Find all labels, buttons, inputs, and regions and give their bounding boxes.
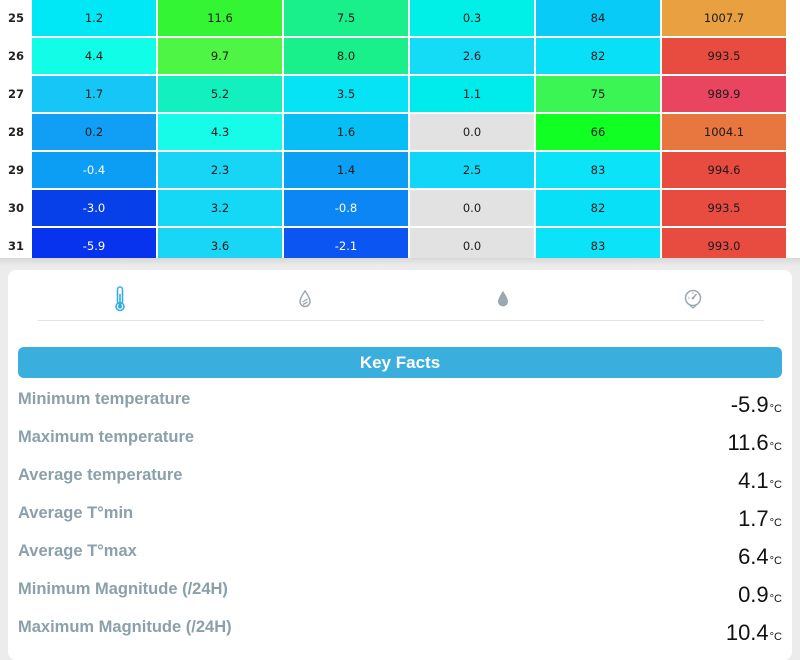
day-number: 25 — [0, 0, 32, 38]
fact-value: 1.7°C — [738, 506, 782, 532]
fact-unit: °C — [769, 517, 782, 529]
table-row: 30 -3.0 3.2 -0.8 0.0 82 993.5 — [0, 188, 788, 228]
table-cell: 8.0 — [282, 36, 410, 76]
fact-number: -5.9 — [730, 392, 769, 417]
fact-label: Average T°max — [18, 542, 137, 560]
tab-precipitation[interactable] — [290, 286, 320, 316]
fact-label: Average temperature — [18, 466, 183, 484]
tab-pressure[interactable] — [678, 286, 708, 316]
table-cell: 2.6 — [408, 36, 536, 76]
monthly-data-table: 25 1.2 11.6 7.5 0.3 84 1007.7 26 4.4 9.7 8.0 2.6 82 9… — [0, 0, 800, 266]
fact-unit: °C — [769, 593, 782, 605]
fact-value: 11.6°C — [727, 430, 782, 456]
fact-label: Minimum temperature — [18, 390, 191, 408]
table-cell: 993.5 — [660, 36, 788, 76]
table-cell: 84 — [534, 0, 662, 38]
humidity-drop-icon — [496, 290, 510, 312]
table-cell: 2.3 — [156, 150, 284, 190]
table-cell: 4.4 — [30, 36, 158, 76]
fact-number: 6.4 — [738, 544, 769, 569]
table-row: 29 -0.4 2.3 1.4 2.5 83 994.6 — [0, 150, 788, 190]
fact-number: 1.7 — [738, 506, 769, 531]
fact-row: Maximum temperature 11.6°C — [18, 428, 782, 466]
table-row: 28 0.2 4.3 1.6 0.0 66 1004.1 — [0, 112, 788, 152]
table-cell: 0.0 — [408, 112, 536, 152]
data-grid: 25 1.2 11.6 7.5 0.3 84 1007.7 26 4.4 9.7 8.0 2.6 82 9… — [0, 0, 788, 266]
day-number: 26 — [0, 36, 32, 76]
table-cell: 0.3 — [408, 0, 536, 38]
table-cell: 83 — [534, 150, 662, 190]
fact-unit: °C — [769, 555, 782, 567]
fact-unit: °C — [769, 631, 782, 643]
table-cell: 1.4 — [282, 150, 410, 190]
fact-label: Maximum temperature — [18, 428, 195, 446]
table-row: 26 4.4 9.7 8.0 2.6 82 993.5 — [0, 36, 788, 76]
table-cell: 4.3 — [156, 112, 284, 152]
fact-number: 11.6 — [727, 430, 769, 455]
table-cell: 9.7 — [156, 36, 284, 76]
fact-row: Minimum temperature -5.9°C — [18, 390, 782, 428]
fact-value: 0.9°C — [738, 582, 782, 608]
tab-humidity[interactable] — [488, 286, 518, 316]
table-cell: 75 — [534, 74, 662, 114]
table-cell: 993.5 — [660, 188, 788, 228]
rain-drop-icon — [298, 289, 312, 312]
thermometer-icon — [113, 286, 127, 316]
table-cell: 3.2 — [156, 188, 284, 228]
table-cell: 3.5 — [282, 74, 410, 114]
day-number: 27 — [0, 74, 32, 114]
table-cell: -0.8 — [282, 188, 410, 228]
table-cell: 0.2 — [30, 112, 158, 152]
fact-value: 4.1°C — [738, 468, 782, 494]
fact-number: 10.4 — [725, 620, 769, 645]
fact-label: Maximum Magnitude (/24H) — [18, 618, 232, 636]
table-cell: 5.2 — [156, 74, 284, 114]
table-cell: 989.9 — [660, 74, 788, 114]
table-cell: 82 — [534, 188, 662, 228]
table-cell: 1004.1 — [660, 112, 788, 152]
day-number: 28 — [0, 112, 32, 152]
table-row: 25 1.2 11.6 7.5 0.3 84 1007.7 — [0, 0, 788, 38]
table-divider — [0, 258, 800, 266]
fact-row: Average temperature 4.1°C — [18, 466, 782, 504]
tab-bar — [38, 270, 764, 321]
table-cell: 1007.7 — [660, 0, 788, 38]
table-cell: 1.6 — [282, 112, 410, 152]
tab-temperature[interactable] — [105, 286, 135, 316]
fact-row: Average T°min 1.7°C — [18, 504, 782, 542]
table-row: 27 1.7 5.2 3.5 1.1 75 989.9 — [0, 74, 788, 114]
fact-value: -5.9°C — [731, 392, 782, 418]
day-number: 29 — [0, 150, 32, 190]
fact-unit: °C — [769, 441, 782, 453]
table-cell: 11.6 — [156, 0, 284, 38]
fact-label: Average T°min — [18, 504, 134, 522]
table-cell: 1.2 — [30, 0, 158, 38]
fact-unit: °C — [769, 479, 782, 491]
fact-row: Minimum Magnitude (/24H) 0.9°C — [18, 580, 782, 618]
fact-number: 4.1 — [738, 468, 769, 493]
fact-label: Minimum Magnitude (/24H) — [18, 580, 228, 598]
day-number: 30 — [0, 188, 32, 228]
fact-number: 0.9 — [738, 582, 769, 607]
table-cell: -3.0 — [30, 188, 158, 228]
fact-row: Average T°max 6.4°C — [18, 542, 782, 580]
table-cell: 66 — [534, 112, 662, 152]
key-facts-header: Key Facts — [18, 347, 782, 378]
table-cell: 1.1 — [408, 74, 536, 114]
table-cell: -0.4 — [30, 150, 158, 190]
table-cell: 82 — [534, 36, 662, 76]
fact-value: 10.4°C — [726, 620, 782, 646]
table-cell: 7.5 — [282, 0, 410, 38]
key-facts-card: Key Facts Minimum temperature -5.9°C Maxim… — [8, 270, 792, 660]
table-cell: 1.7 — [30, 74, 158, 114]
fact-value: 6.4°C — [738, 544, 782, 570]
table-cell: 0.0 — [408, 188, 536, 228]
table-cell: 994.6 — [660, 150, 788, 190]
pressure-gauge-icon — [683, 289, 703, 313]
table-cell: 2.5 — [408, 150, 536, 190]
fact-row: Maximum Magnitude (/24H) 10.4°C — [18, 618, 782, 656]
fact-unit: °C — [769, 403, 782, 415]
